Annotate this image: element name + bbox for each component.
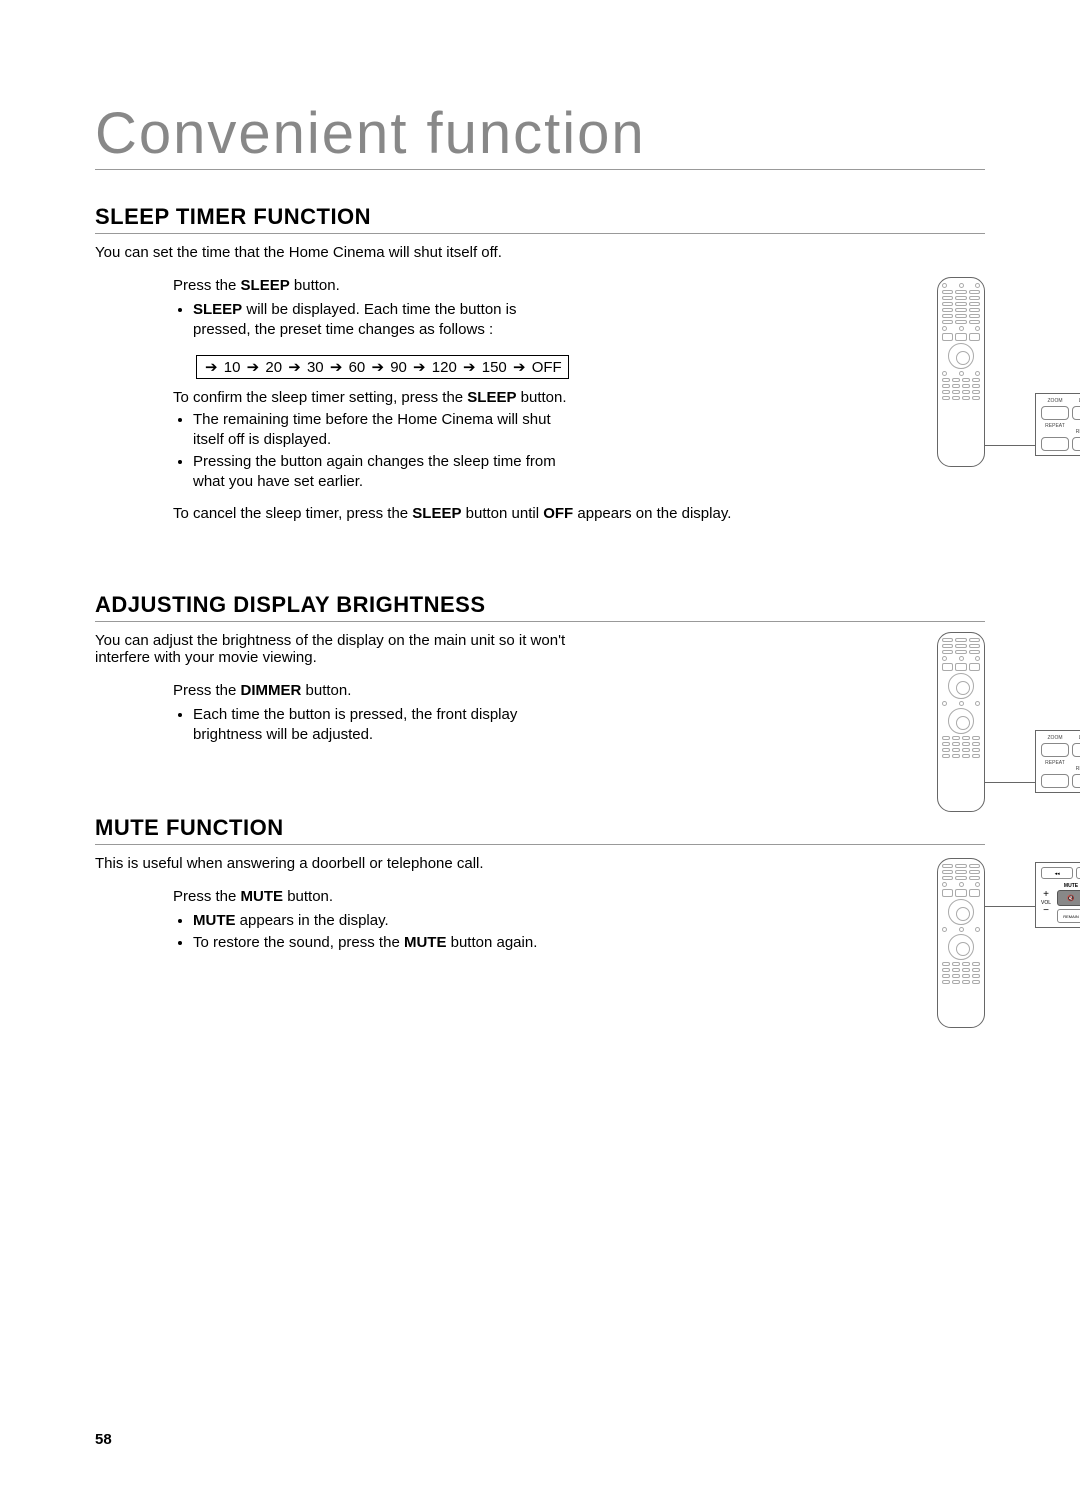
mute-label: MUTE xyxy=(1057,883,1080,889)
text-bold: SLEEP xyxy=(193,301,242,318)
plus-icon: + xyxy=(1041,890,1051,900)
sleep-bullet-2: The remaining time before the Home Cinem… xyxy=(193,410,575,451)
text: appears on the display. xyxy=(573,505,731,522)
text-bold: DIMMER xyxy=(241,682,302,699)
callout-label: ZOOM xyxy=(1041,398,1069,404)
callout-button xyxy=(1041,743,1069,757)
page-title: Convenient function xyxy=(95,100,985,170)
sleep-intro: You can set the time that the Home Cinem… xyxy=(95,244,985,261)
seq-val: OFF xyxy=(532,359,562,376)
callout-button xyxy=(1072,743,1080,757)
dimmer-callout: ZOOM LOGO ASC S.VOL REPEAT CD RIPPING DI… xyxy=(1035,730,1080,793)
sleep-bullet-1: SLEEP will be displayed. Each time the b… xyxy=(193,300,575,341)
text-bold: SLEEP xyxy=(467,389,516,406)
minus-icon: − xyxy=(1041,906,1051,916)
seq-val: 60 xyxy=(349,359,366,376)
remote-icon xyxy=(937,632,985,812)
dimmer-step: Press the DIMMER button. xyxy=(173,682,570,699)
arrow-icon: ➔ xyxy=(288,359,301,376)
arrow-icon: ➔ xyxy=(513,359,526,376)
callout-button xyxy=(1072,774,1080,788)
sleep-cancel: To cancel the sleep timer, press the SLE… xyxy=(173,505,985,522)
leader-line xyxy=(985,445,1035,446)
seq-val: 10 xyxy=(224,359,241,376)
arrow-icon: ➔ xyxy=(413,359,426,376)
sleep-diagram: ZOOM LOGO ASC S.VOL REPEAT CD RIPPING DI… xyxy=(937,277,985,467)
remote-icon xyxy=(937,858,985,1028)
leader-line xyxy=(985,906,1035,907)
callout-label: CD RIPPING xyxy=(1072,760,1080,772)
callout-button xyxy=(1041,437,1069,451)
callout-label: REPEAT xyxy=(1041,423,1069,435)
page-number: 58 xyxy=(95,1431,112,1448)
section-sleep: SLEEP TIMER FUNCTION You can set the tim… xyxy=(95,204,985,522)
seq-val: 30 xyxy=(307,359,324,376)
seq-val: 150 xyxy=(482,359,507,376)
callout-button xyxy=(1072,406,1080,420)
text: will be displayed. Each time the button … xyxy=(193,301,517,338)
callout-button xyxy=(1041,406,1069,420)
text-bold: OFF xyxy=(543,505,573,522)
mute-title: MUTE FUNCTION xyxy=(95,815,985,845)
vol-control: + VOL − xyxy=(1041,890,1051,916)
mute-callout: ◂◂ ■ ▸ ▸▸ + VOL − MUTE 🔇 REMAIN xyxy=(1035,862,1080,928)
callout-label: CD RIPPING xyxy=(1072,423,1080,435)
seq-val: 120 xyxy=(432,359,457,376)
text: button again. xyxy=(446,934,537,951)
text: button. xyxy=(290,277,340,294)
mute-diagram: ◂◂ ■ ▸ ▸▸ + VOL − MUTE 🔇 REMAIN xyxy=(937,858,985,1028)
seq-val: 20 xyxy=(265,359,282,376)
arrow-icon: ➔ xyxy=(371,359,384,376)
leader-line xyxy=(985,782,1035,783)
text-bold: MUTE xyxy=(193,912,236,929)
text: To restore the sound, press the xyxy=(193,934,404,951)
remain-button: REMAIN xyxy=(1057,909,1080,923)
dimmer-title: ADJUSTING DISPLAY BRIGHTNESS xyxy=(95,592,985,622)
text: appears in the display. xyxy=(236,912,389,929)
mute-step: Press the MUTE button. xyxy=(173,888,575,905)
text: Press the xyxy=(173,682,241,699)
text: button until xyxy=(461,505,543,522)
text: Press the xyxy=(173,277,241,294)
dimmer-diagram: ZOOM LOGO ASC S.VOL REPEAT CD RIPPING DI… xyxy=(937,632,985,812)
seq-val: 90 xyxy=(390,359,407,376)
text-bold: MUTE xyxy=(404,934,447,951)
remote-icon xyxy=(937,277,985,467)
sleep-callout: ZOOM LOGO ASC S.VOL REPEAT CD RIPPING DI… xyxy=(1035,393,1080,456)
callout-label: ZOOM xyxy=(1041,735,1069,741)
callout-button: ◂◂ xyxy=(1041,867,1073,879)
callout-label: LOGO xyxy=(1072,398,1080,404)
text: Press the xyxy=(173,888,241,905)
arrow-icon: ➔ xyxy=(330,359,343,376)
arrow-icon: ➔ xyxy=(247,359,260,376)
callout-label: LOGO xyxy=(1072,735,1080,741)
sleep-title: SLEEP TIMER FUNCTION xyxy=(95,204,985,234)
mute-intro: This is useful when answering a doorbell… xyxy=(95,855,985,872)
callout-button xyxy=(1041,774,1069,788)
mute-button-highlight: 🔇 xyxy=(1057,890,1080,906)
sleep-step: Press the SLEEP button. xyxy=(173,277,575,294)
text: To cancel the sleep timer, press the xyxy=(173,505,412,522)
callout-button xyxy=(1072,437,1080,451)
callout-label: REPEAT xyxy=(1041,760,1069,772)
text-bold: SLEEP xyxy=(241,277,290,294)
text-bold: SLEEP xyxy=(412,505,461,522)
sleep-bullet-3: Pressing the button again changes the sl… xyxy=(193,452,575,493)
dimmer-bullet-1: Each time the button is pressed, the fro… xyxy=(193,705,570,746)
text: button. xyxy=(283,888,333,905)
sleep-sequence: ➔ 10 ➔ 20 ➔ 30 ➔ 60 ➔ 90 ➔ 120 ➔ 150 ➔ O… xyxy=(196,355,569,379)
text: button. xyxy=(301,682,351,699)
mute-bullet-2: To restore the sound, press the MUTE but… xyxy=(193,933,575,953)
section-mute: MUTE FUNCTION This is useful when answer… xyxy=(95,815,985,954)
text: button. xyxy=(516,389,566,406)
text: To confirm the sleep timer setting, pres… xyxy=(173,389,467,406)
arrow-icon: ➔ xyxy=(463,359,476,376)
dimmer-intro: You can adjust the brightness of the dis… xyxy=(95,632,570,666)
sleep-confirm: To confirm the sleep timer setting, pres… xyxy=(173,389,575,406)
mute-bullet-1: MUTE appears in the display. xyxy=(193,911,575,931)
text-bold: MUTE xyxy=(241,888,284,905)
arrow-icon: ➔ xyxy=(205,359,218,376)
section-dimmer: ADJUSTING DISPLAY BRIGHTNESS You can adj… xyxy=(95,592,985,746)
callout-button: ■ xyxy=(1076,867,1080,879)
